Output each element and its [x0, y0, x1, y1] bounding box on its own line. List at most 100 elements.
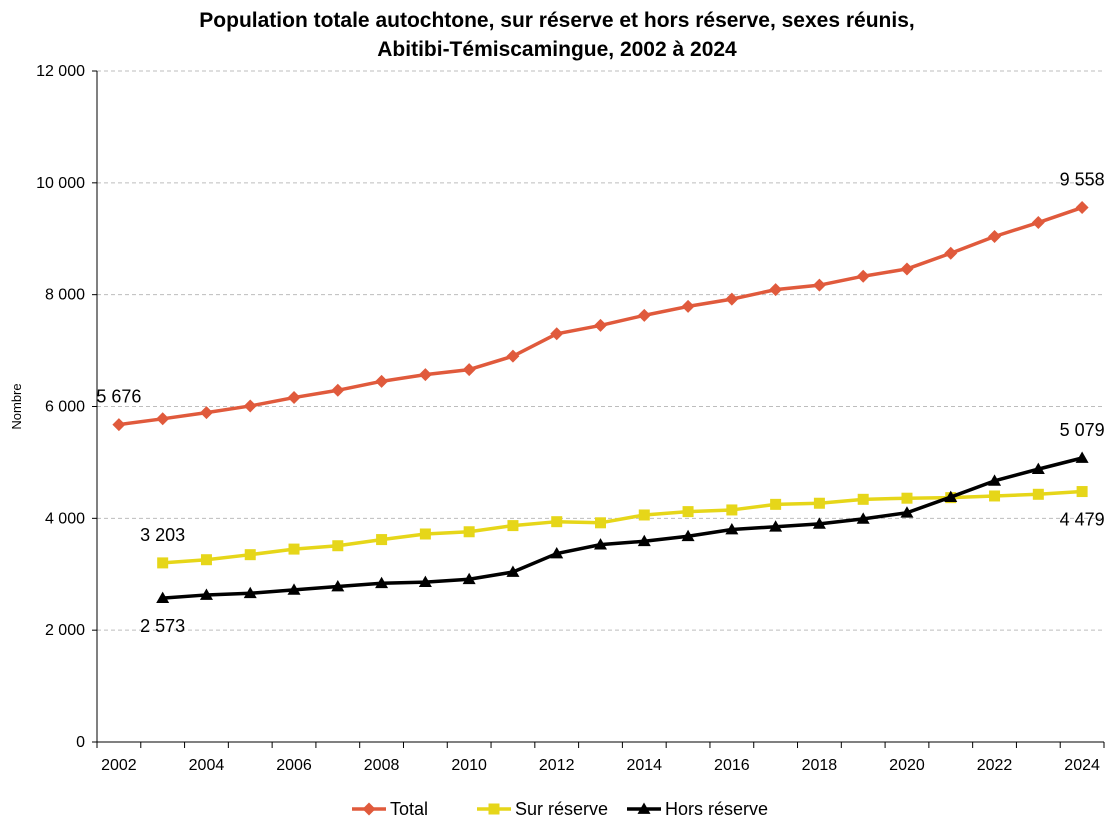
x-tick-label: 2022 [977, 757, 1013, 774]
y-tick-label: 0 [76, 734, 85, 751]
chart-title-line2: Abitibi-Témiscamingue, 2002 à 2024 [377, 38, 737, 61]
series-line-total [118, 205, 1083, 427]
x-tick-label: 2006 [276, 757, 312, 774]
data-point-total [462, 363, 476, 377]
series-line-hors-r-serve [162, 456, 1083, 600]
data-point-total [199, 406, 213, 420]
data-point-hors-r-serve [637, 534, 651, 547]
data-point-total [331, 383, 345, 397]
data-point-sur-r-serve [200, 554, 212, 566]
data-point-sur-r-serve [989, 490, 1001, 502]
data-point-hors-r-serve [418, 575, 432, 587]
data-point-sur-r-serve [857, 493, 869, 505]
data-point-hors-r-serve [681, 529, 695, 542]
data-point-sur-r-serve [332, 540, 344, 552]
data-point-sur-r-serve [1032, 488, 1044, 500]
x-tick-label: 2016 [714, 757, 750, 774]
data-label-sur-r-serve: 3 203 [140, 525, 185, 545]
data-point-sur-r-serve [157, 557, 169, 569]
data-point-sur-r-serve [1076, 486, 1088, 498]
data-point-total [243, 399, 257, 413]
data-point-hors-r-serve [856, 512, 870, 524]
legend-marker [362, 802, 376, 816]
legend-label: Sur réserve [515, 799, 608, 819]
legend-item-hors-r-serve: Hors réserve [627, 799, 768, 819]
data-point-sur-r-serve [463, 526, 475, 538]
data-point-sur-r-serve [770, 498, 782, 510]
data-point-sur-r-serve [376, 534, 388, 546]
data-label-sur-r-serve: 4 479 [1060, 510, 1105, 530]
data-label-hors-r-serve: 2 573 [140, 616, 185, 636]
data-point-hors-r-serve [550, 547, 564, 559]
data-point-hors-r-serve [1075, 451, 1089, 463]
series-hors-r-serve: 2 573 5 079 [140, 420, 1104, 636]
data-point-total [1031, 216, 1045, 230]
legend-marker [488, 803, 500, 815]
data-point-total [637, 308, 651, 322]
data-point-hors-r-serve [462, 572, 476, 585]
series-line-sur-r-serve [162, 489, 1083, 565]
data-label-hors-r-serve: 5 079 [1060, 420, 1105, 440]
x-tick-label: 2020 [889, 757, 925, 774]
data-point-hors-r-serve [1031, 462, 1045, 475]
chart-title-line1: Population totale autochtone, sur réserv… [199, 9, 915, 32]
data-point-sur-r-serve [419, 528, 431, 540]
data-point-hors-r-serve [944, 490, 958, 502]
data-point-hors-r-serve [725, 523, 739, 535]
data-point-hors-r-serve [506, 565, 520, 577]
chart-title: Population totale autochtone, sur réserv… [0, 6, 1114, 64]
legend-item-sur-r-serve: Sur réserve [477, 799, 608, 819]
data-point-hors-r-serve [331, 580, 345, 592]
y-tick-label: 6 000 [45, 399, 85, 416]
x-tick-label: 2004 [189, 757, 225, 774]
legend-item-total: Total [352, 799, 428, 819]
data-point-total [769, 283, 783, 297]
data-point-total [375, 374, 389, 388]
series-sur-r-serve: 3 203 4 479 [140, 486, 1105, 569]
data-point-hors-r-serve [156, 591, 170, 604]
data-point-total [506, 349, 520, 363]
data-point-total [156, 412, 170, 426]
data-point-sur-r-serve [901, 492, 913, 504]
data-point-hors-r-serve [812, 517, 826, 529]
series-total: 5 676 9 558 [96, 170, 1105, 432]
data-point-hors-r-serve [287, 583, 301, 595]
y-axis-label: Nombre [9, 383, 24, 429]
data-label-total: 5 676 [96, 387, 141, 407]
data-point-hors-r-serve [243, 586, 257, 599]
data-point-total [988, 230, 1002, 244]
data-point-hors-r-serve [988, 474, 1002, 486]
data-point-sur-r-serve [813, 497, 825, 509]
data-point-total [287, 391, 301, 405]
y-tick-label: 2 000 [45, 622, 85, 639]
data-point-hors-r-serve [769, 520, 783, 532]
data-point-total [856, 269, 870, 283]
data-point-sur-r-serve [244, 549, 256, 561]
data-point-sur-r-serve [638, 509, 650, 521]
y-tick-label: 12 000 [36, 63, 85, 80]
data-point-sur-r-serve [682, 506, 694, 518]
data-point-sur-r-serve [726, 504, 738, 516]
data-point-total [1075, 201, 1089, 215]
x-tick-label: 2014 [626, 757, 662, 774]
x-tick-label: 2012 [539, 757, 575, 774]
data-point-sur-r-serve [551, 516, 563, 528]
legend-label: Total [390, 799, 428, 819]
y-tick-label: 8 000 [45, 287, 85, 304]
data-point-total [594, 318, 607, 332]
data-point-sur-r-serve [288, 543, 300, 555]
data-point-total [418, 368, 432, 382]
data-point-total [681, 299, 695, 313]
x-tick-label: 2010 [451, 757, 487, 774]
data-point-sur-r-serve [595, 517, 606, 529]
y-tick-label: 4 000 [45, 510, 85, 527]
legend-marker [637, 802, 651, 814]
data-point-hors-r-serve [594, 538, 607, 550]
data-point-hors-r-serve [900, 506, 914, 518]
data-point-total [725, 292, 739, 306]
data-point-hors-r-serve [375, 576, 389, 589]
data-label-total: 9 558 [1060, 170, 1105, 190]
data-point-total [944, 246, 958, 260]
x-tick-label: 2002 [101, 757, 137, 774]
